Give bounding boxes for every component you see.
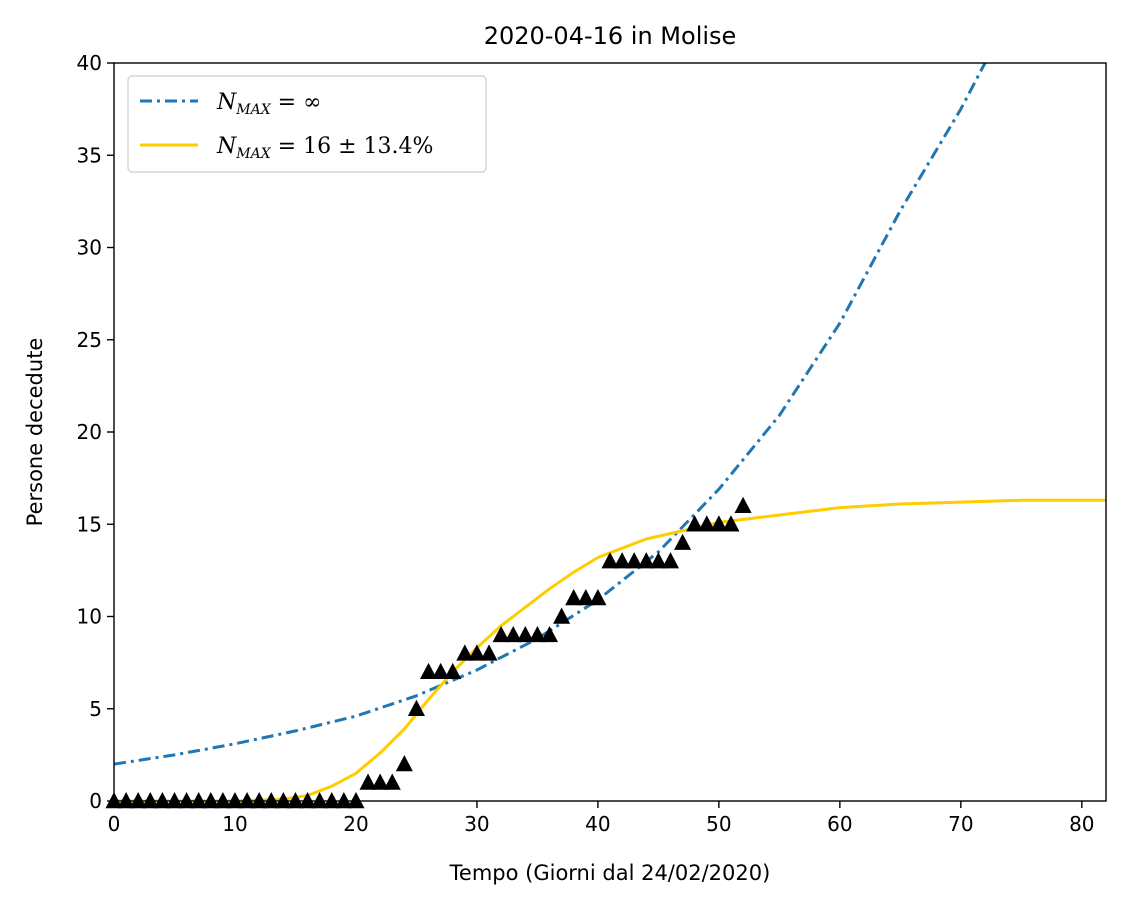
data-point-marker <box>407 699 425 716</box>
data-point-marker <box>492 625 510 643</box>
x-tick-label: 80 <box>1069 812 1094 836</box>
data-point-marker <box>262 792 280 809</box>
data-point-marker <box>383 773 401 790</box>
y-tick-label: 5 <box>89 697 102 721</box>
legend-label-logistic-sub: MAX <box>235 146 271 162</box>
x-tick-label: 60 <box>827 812 852 836</box>
data-point-marker <box>516 625 534 643</box>
data-point-marker <box>371 773 389 790</box>
data-point-marker <box>540 625 559 643</box>
x-tick-label: 30 <box>464 812 489 836</box>
y-tick-label: 40 <box>77 51 102 75</box>
data-point-marker <box>165 792 184 809</box>
data-point-marker <box>129 792 147 809</box>
legend-label-logistic: NMAX = 16 ± 13.4% <box>216 134 433 162</box>
data-point-marker <box>698 515 716 532</box>
data-point-marker <box>395 755 413 772</box>
data-point-marker <box>637 552 655 569</box>
data-point-marker <box>238 792 256 809</box>
data-point-marker <box>323 792 341 809</box>
x-tick-label: 0 <box>108 812 121 836</box>
legend-label-exponential-rest: = ∞ <box>271 90 322 115</box>
data-point-marker <box>589 589 607 606</box>
x-tick-label: 20 <box>343 812 368 836</box>
data-point-marker <box>359 773 377 790</box>
x-tick-label: 70 <box>948 812 973 836</box>
data-point-marker <box>250 792 268 809</box>
data-point-marker <box>202 792 220 809</box>
series-line-1 <box>114 498 1106 801</box>
data-point-marker <box>190 792 208 809</box>
data-point-marker <box>274 792 292 809</box>
y-axis-label: Persone decedute <box>23 338 47 527</box>
legend-label-exponential: NMAX = ∞ <box>216 90 321 118</box>
legend-label-exponential-n: N <box>216 90 237 115</box>
data-point-marker <box>480 644 498 661</box>
data-point-marker <box>601 552 619 569</box>
y-tick-label: 15 <box>77 512 102 536</box>
data-point-marker <box>456 644 474 661</box>
data-point-marker <box>178 792 196 809</box>
data-point-marker <box>226 792 244 809</box>
data-point-marker <box>419 662 438 680</box>
data-point-marker <box>311 792 329 809</box>
data-point-marker <box>468 644 486 661</box>
data-point-marker <box>117 792 135 809</box>
y-tick-label: 10 <box>77 605 102 629</box>
x-tick-label: 50 <box>706 812 731 836</box>
data-point-marker <box>444 662 462 680</box>
x-tick-label: 10 <box>222 812 247 836</box>
data-point-marker <box>565 589 583 606</box>
data-point-marker <box>141 792 159 809</box>
data-point-marker <box>661 552 680 569</box>
data-point-marker <box>299 792 317 809</box>
data-point-marker <box>686 515 704 532</box>
data-point-marker <box>214 792 232 809</box>
x-axis: 0 10 20 30 40 50 60 70 80 <box>108 801 1095 836</box>
data-point-marker <box>710 515 728 532</box>
data-point-marker <box>553 607 571 624</box>
data-point-marker <box>528 625 546 643</box>
y-tick-label: 35 <box>77 143 102 167</box>
data-point-marker <box>722 515 740 532</box>
legend-label-logistic-rest: = 16 ± 13.4% <box>271 134 434 159</box>
data-point-marker <box>504 625 522 643</box>
data-point-marker <box>613 552 631 569</box>
data-point-marker <box>649 552 667 569</box>
legend-label-exponential-sub: MAX <box>235 102 271 118</box>
y-tick-label: 20 <box>77 420 102 444</box>
data-point-marker <box>577 589 595 606</box>
legend-box <box>127 75 487 173</box>
data-point-marker <box>286 792 305 809</box>
data-point-marker <box>734 496 752 513</box>
data-point-marker <box>347 792 365 809</box>
legend-label-logistic-n: N <box>216 134 237 159</box>
data-point-marker <box>625 552 643 569</box>
legend: NMAX = ∞ NMAX = 16 ± 13.4% <box>127 75 487 173</box>
data-point-marker <box>432 662 450 680</box>
y-tick-label: 0 <box>89 789 102 813</box>
data-point-marker <box>153 792 171 809</box>
data-point-marker <box>335 792 353 809</box>
y-axis: 0 5 10 15 20 25 30 35 40 <box>77 51 114 813</box>
x-axis-label: Tempo (Giorni dal 24/02/2020) <box>449 861 771 885</box>
y-tick-label: 30 <box>77 236 102 260</box>
chart-title: 2020-04-16 in Molise <box>484 22 737 50</box>
data-point-marker <box>674 533 692 550</box>
y-tick-label: 25 <box>77 328 102 352</box>
x-tick-label: 40 <box>585 812 610 836</box>
